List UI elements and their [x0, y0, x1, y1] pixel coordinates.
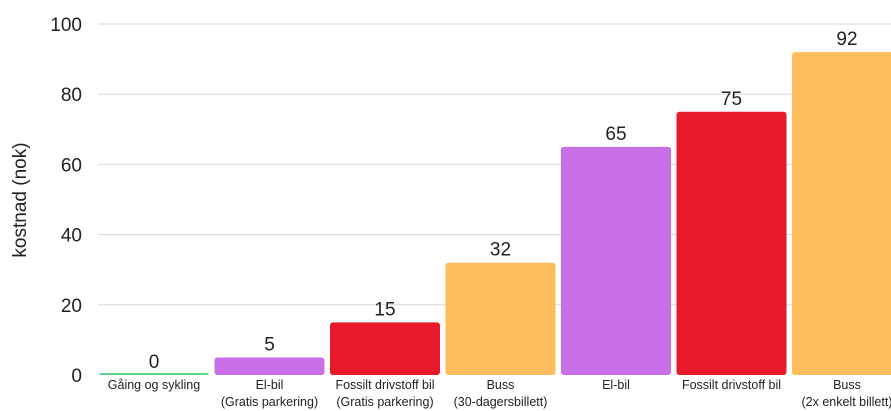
bar	[561, 146, 671, 375]
bar	[330, 322, 440, 375]
x-tick-label-line: (2x enkelt billett)	[801, 395, 891, 409]
data-label: 65	[605, 124, 626, 145]
x-tick-label: El-bil	[602, 378, 630, 392]
x-tick-label-line: (Gratis parkering)	[221, 395, 318, 409]
y-axis-ticks: 0 20 40 60 80 100	[50, 15, 82, 387]
y-tick-label: 80	[61, 85, 82, 106]
x-tick-label-line: El-bil	[256, 378, 284, 392]
data-label: 32	[490, 240, 511, 261]
bars	[99, 52, 891, 375]
bar	[792, 52, 891, 375]
x-tick-label: Buss (30-dagersbillett)	[454, 378, 548, 409]
x-tick-label: Gåing og sykling	[108, 378, 200, 392]
x-tick-label: Fossilt drivstoff bil (Gratis parkering)	[335, 378, 434, 409]
data-label: 5	[264, 334, 275, 355]
x-tick-label: Buss (2x enkelt billett)	[801, 378, 891, 409]
bar	[99, 373, 209, 375]
x-tick-label-line: Gåing og sykling	[108, 378, 200, 392]
y-axis-title: kostnad (nok)	[10, 142, 31, 257]
x-tick-label: El-bil (Gratis parkering)	[221, 378, 318, 409]
x-tick-label-line: Fossilt drivstoff bil	[335, 378, 434, 392]
bar	[445, 262, 556, 375]
data-labels: 0 5 15 32 65 75 92	[149, 29, 858, 373]
x-tick-label: Fossilt drivstoff bil	[682, 378, 781, 392]
data-label: 75	[721, 89, 742, 110]
bar	[676, 111, 787, 375]
x-tick-label-line: (30-dagersbillett)	[454, 395, 548, 409]
data-label: 15	[374, 299, 395, 320]
x-tick-label-line: Fossilt drivstoff bil	[682, 378, 781, 392]
x-tick-label-line: (Gratis parkering)	[336, 395, 433, 409]
y-tick-label: 20	[61, 296, 82, 317]
data-label: 92	[836, 29, 857, 50]
x-tick-label-line: El-bil	[602, 378, 630, 392]
x-tick-label-line: Buss	[487, 378, 515, 392]
y-tick-label: 40	[61, 226, 82, 247]
y-tick-label: 100	[50, 15, 82, 36]
x-tick-label-line: Buss	[833, 378, 861, 392]
y-tick-label: 0	[71, 366, 82, 387]
x-axis-labels: Gåing og sykling El-bil (Gratis parkering)…	[108, 378, 891, 409]
data-label: 0	[149, 352, 160, 373]
bar	[214, 357, 325, 375]
y-tick-label: 60	[61, 155, 82, 176]
